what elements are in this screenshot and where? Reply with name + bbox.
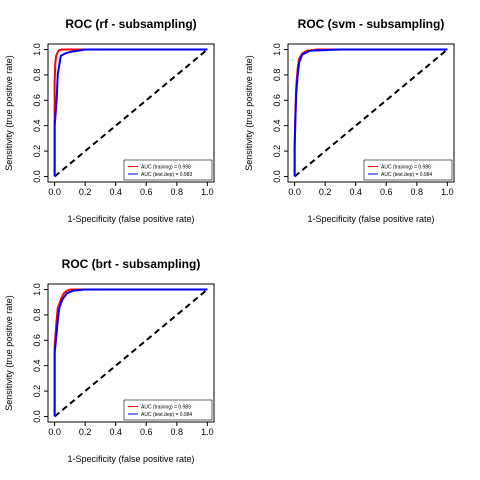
reference-diagonal [294, 48, 448, 178]
y-tick-label: 0.0 [272, 170, 282, 183]
x-tick-label: 0.8 [171, 187, 184, 197]
legend-entry: AUC (training) = 0.989 [141, 404, 191, 410]
y-tick-label: 0.2 [32, 385, 42, 398]
x-tick-label: 0.2 [319, 187, 332, 197]
x-tick-label: 0.8 [171, 427, 184, 437]
roc-panel-1: ROC (rf - subsampling) 0.0 0.2 0.4 0.6 0.8 1.0… [4, 17, 215, 224]
x-tick-label: 0.0 [48, 427, 61, 437]
roc-curve-test [53, 288, 208, 417]
y-tick-label: 0.6 [272, 94, 282, 107]
reference-diagonal [54, 48, 208, 178]
roc-curve-test [293, 48, 448, 177]
legend-entry: AUC (test.dep) = 0.983 [141, 172, 192, 178]
x-axis-label: 1-Specificity (false positive rate) [67, 454, 194, 464]
legend-box [123, 159, 213, 181]
x-axis: 0.0 0.2 0.4 0.6 0.8 1.0 [48, 182, 214, 197]
x-tick-label: 0.0 [48, 187, 61, 197]
plot-frame [47, 283, 215, 423]
y-axis-label: Sensitivity (true positive rate) [4, 55, 14, 171]
x-axis: 0.0 0.2 0.4 0.6 0.8 1.0 [48, 422, 214, 437]
y-tick-label: 0.8 [32, 309, 42, 322]
x-axis-label: 1-Specificity (false positive rate) [67, 214, 194, 224]
x-tick-label: 0.2 [79, 427, 92, 437]
x-tick-label: 0.2 [79, 187, 92, 197]
y-tick-label: 1.0 [272, 43, 282, 56]
chart-title: ROC (svm - subsampling) [298, 17, 445, 31]
x-axis: 0.0 0.2 0.4 0.6 0.8 1.0 [288, 182, 454, 197]
x-tick-label: 0.0 [288, 187, 301, 197]
x-tick-label: 0.6 [140, 187, 153, 197]
y-tick-label: 0.6 [32, 334, 42, 347]
x-tick-label: 1.0 [201, 427, 214, 437]
y-tick-label: 0.8 [32, 69, 42, 82]
y-tick-label: 0.8 [272, 69, 282, 82]
chart-title: ROC (rf - subsampling) [65, 17, 196, 31]
y-tick-label: 0.2 [272, 145, 282, 158]
legend-box [123, 399, 213, 421]
x-tick-label: 1.0 [201, 187, 214, 197]
y-tick-label: 0.4 [32, 359, 42, 372]
y-axis: 0.0 0.2 0.4 0.6 0.8 1.0 [272, 43, 288, 183]
y-tick-label: 0.0 [32, 170, 42, 183]
x-tick-label: 0.6 [140, 427, 153, 437]
y-tick-label: 1.0 [32, 283, 42, 296]
chart-title: ROC (brt - subsampling) [62, 257, 201, 271]
y-axis-label: Sensitivity (true positive rate) [4, 295, 14, 411]
legend-entry: AUC (training) = 0.986 [381, 164, 431, 170]
roc-curve-test [53, 48, 208, 177]
legend-entry: AUC (training) = 0.998 [141, 164, 191, 170]
reference-diagonal [54, 288, 208, 418]
x-axis-label: 1-Specificity (false positive rate) [307, 214, 434, 224]
legend: AUC (training) = 0.986 AUC (test.dep) = 0… [363, 159, 453, 181]
x-tick-label: 0.4 [109, 427, 122, 437]
legend-box [363, 159, 453, 181]
legend: AUC (training) = 0.989 AUC (test.dep) = 0… [123, 399, 213, 421]
x-tick-label: 1.0 [441, 187, 454, 197]
legend-entry: AUC (test.dep) = 0.984 [141, 412, 192, 418]
y-tick-label: 0.2 [32, 145, 42, 158]
y-tick-label: 0.0 [32, 410, 42, 423]
x-tick-label: 0.8 [411, 187, 424, 197]
plot-frame [287, 43, 455, 183]
y-axis: 0.0 0.2 0.4 0.6 0.8 1.0 [32, 43, 48, 183]
roc-curve-training [53, 48, 208, 177]
x-tick-label: 0.4 [109, 187, 122, 197]
x-tick-label: 0.6 [380, 187, 393, 197]
roc-panel-3: ROC (brt - subsampling) 0.0 0.2 0.4 0.6 0.8 1.… [4, 257, 215, 464]
roc-panel-2: ROC (svm - subsampling) 0.0 0.2 0.4 0.6 0.8 1.… [244, 17, 455, 224]
y-tick-label: 0.6 [32, 94, 42, 107]
legend: AUC (training) = 0.998 AUC (test.dep) = 0… [123, 159, 213, 181]
y-axis-label: Sensitivity (true positive rate) [244, 55, 254, 171]
y-tick-label: 1.0 [32, 43, 42, 56]
y-axis: 0.0 0.2 0.4 0.6 0.8 1.0 [32, 283, 48, 423]
plot-frame [47, 43, 215, 183]
legend-entry: AUC (test.dep) = 0.984 [381, 172, 432, 178]
y-tick-label: 0.4 [272, 119, 282, 132]
x-tick-label: 0.4 [349, 187, 362, 197]
y-tick-label: 0.4 [32, 119, 42, 132]
